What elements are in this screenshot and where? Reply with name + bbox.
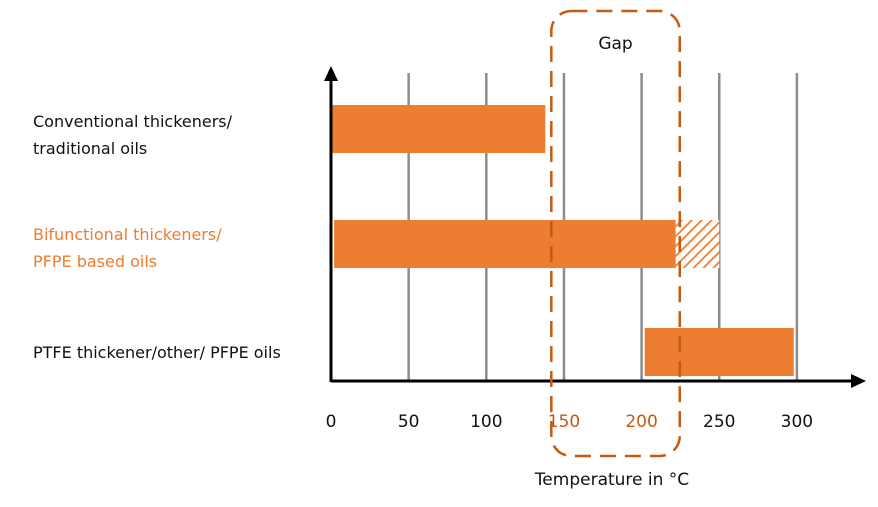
x-tick-label: 250 — [703, 412, 735, 432]
x-axis-label: Temperature in °C — [534, 470, 689, 490]
range-bar — [331, 105, 546, 153]
x-tick-label: 50 — [398, 412, 420, 432]
range-bar — [644, 328, 794, 376]
x-tick-label: 300 — [781, 412, 813, 432]
category-label-line: Bifunctional thickeners/ — [33, 225, 222, 244]
category-label-bifunctional: Bifunctional thickeners/ PFPE based oils — [33, 221, 222, 275]
category-label-line: traditional oils — [33, 139, 148, 158]
gap-annotation: Gap — [550, 9, 682, 458]
range-bar-extension — [675, 220, 720, 268]
range-bars — [331, 105, 794, 376]
category-label-line: PFPE based oils — [33, 252, 158, 271]
x-tick-label: 200 — [625, 412, 657, 432]
x-tick-labels: 0 50 100 150 200 250 300 — [326, 412, 814, 432]
x-tick-label: 100 — [470, 412, 502, 432]
x-axis-arrow — [851, 374, 866, 388]
gap-box — [550, 9, 682, 458]
category-label-conventional: Conventional thickeners/ traditional oil… — [33, 108, 232, 162]
axes — [324, 66, 866, 388]
category-label-line: Conventional thickeners/ — [33, 112, 233, 131]
y-axis-arrow — [324, 66, 338, 81]
category-label-line: PTFE thickener/other/ PFPE oils — [33, 343, 281, 362]
category-label-ptfe: PTFE thickener/other/ PFPE oils — [33, 339, 281, 366]
gap-label: Gap — [598, 34, 632, 54]
x-tick-label: 150 — [548, 412, 580, 432]
x-tick-label: 0 — [326, 412, 337, 432]
range-bar — [334, 220, 676, 268]
